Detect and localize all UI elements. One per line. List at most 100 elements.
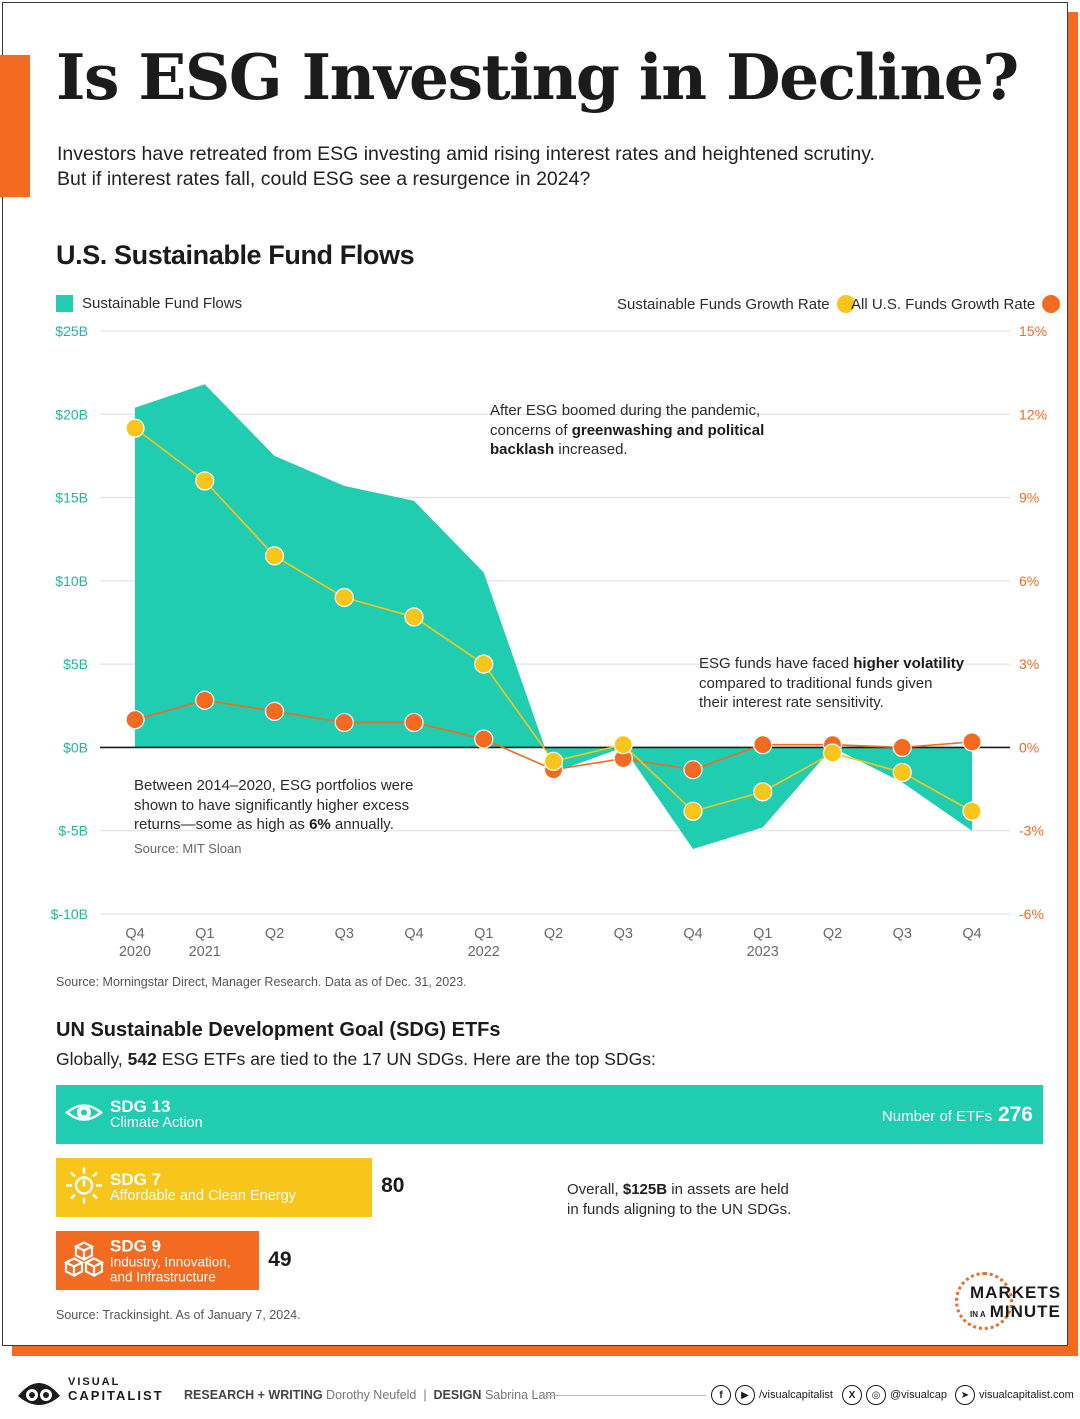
all-funds-point [683,760,703,780]
sustainable-growth-point [962,801,982,821]
annotation-bold: backlash [490,441,555,458]
facebook-icon[interactable]: f [711,1385,731,1405]
annotation-bold: higher volatility [853,655,965,672]
fund-flows-title: U.S. Sustainable Fund Flows [56,240,415,270]
annotation-volatility-line-1: ESG funds have faced higher volatility [699,654,999,674]
left-axis-tick-label: $20B [55,406,88,422]
annotation-excess-returns: Between 2014–2020, ESG portfolios were s… [134,776,434,858]
x-tick-label: Q1 [195,926,214,942]
sun-power-icon [64,1165,104,1210]
right-axis-tick-label: 15% [1019,323,1047,339]
youtube-icon[interactable]: ▶ [735,1385,755,1405]
annotation-greenwashing-line-3: backlash increased. [490,440,790,460]
sdg-title: UN Sustainable Development Goal (SDG) ET… [56,1019,501,1041]
credits-label-design: DESIGN [433,1388,482,1402]
subtitle: Investors have retreated from ESG invest… [57,142,875,192]
overall-line-1: Overall, $125B in assets are held [567,1180,791,1200]
annotation-bold: 6% [309,816,331,833]
left-axis-tick-label: $-5B [58,823,88,839]
all-funds-point [404,712,424,733]
credits-name-design: Sabrina Lam [484,1388,556,1402]
page-title: Is ESG Investing in Decline? [56,40,1019,114]
sustainable-growth-point [474,654,494,674]
overall-line-2: in funds aligning to the UN SDGs. [567,1201,792,1218]
markets-in-a-minute-logo: MARKETS IN A MINUTE [955,1272,1060,1332]
left-axis-tick-label: $5B [63,656,88,672]
overall-text: Overall, [567,1181,623,1198]
x-tick-label-year: 2021 [189,944,221,960]
mim-line-2-text: MINUTE [989,1302,1061,1321]
annotation-text: returns—some as high as [134,816,310,833]
sustainable-growth-point [125,418,145,438]
overall-assets-note: Overall, $125B in assets are held in fun… [567,1180,791,1220]
all-funds-point [962,732,982,752]
x-tick-label-year: 2020 [119,944,151,960]
sdg-13-bar: SDG 13 Climate Action Number of ETFs 276 [56,1085,1043,1144]
social-website[interactable]: ➤ visualcapitalist.com [955,1385,1074,1405]
all-funds-point [474,729,494,749]
social-handle-3[interactable]: visualcapitalist.com [979,1389,1074,1401]
x-tick-label: Q4 [125,926,144,942]
credits-label-research: RESEARCH + WRITING [184,1388,323,1402]
credits-separator: | [423,1388,427,1402]
left-axis-tick-label: $15B [55,490,88,506]
x-tick-label: Q2 [823,926,842,942]
all-funds-point [195,690,215,710]
all-funds-point [264,701,285,721]
x-icon[interactable]: X [842,1385,862,1405]
annotation-text: increased. [554,441,628,458]
social-x-instagram[interactable]: X ◎ @visualcap [842,1385,947,1405]
social-facebook-youtube[interactable]: f ▶ /visualcapitalist [711,1385,833,1405]
visual-capitalist-wordmark: VISUAL CAPITALIST [68,1376,164,1402]
x-tick-label: Q3 [335,926,354,942]
annotation-returns-line-2: shown to have significantly higher exces… [134,796,410,814]
cursor-icon[interactable]: ➤ [955,1385,975,1405]
sdg-13-value: 276 [997,1102,1033,1126]
vc-line-1: VISUAL [68,1376,121,1388]
sdg-9-value: 49 [268,1248,292,1271]
instagram-icon[interactable]: ◎ [866,1385,886,1405]
mim-ring [955,1272,1013,1330]
sdg-9-name: SDG 9 Industry, Innovation, and Infrastr… [110,1237,231,1284]
chart-source: Source: Morningstar Direct, Manager Rese… [56,975,467,989]
sdg-intro-text: ESG ETFs are tied to the 17 UN SDGs. Her… [156,1049,656,1069]
left-axis-tick-label: $0B [63,739,88,755]
annotation-text: ESG funds have faced [699,655,854,672]
sdg-7-label: Affordable and Clean Energy [110,1187,296,1204]
sustainable-fund-flows-area [135,384,972,850]
sdg-13-name: SDG 13 Climate Action [110,1098,203,1132]
sustainable-growth-point [613,735,633,755]
legend-flows-label: Sustainable Fund Flows [82,295,243,312]
annotation-volatility: ESG funds have faced higher volatility c… [699,654,999,713]
x-tick-label: Q3 [893,926,912,942]
subtitle-line-1: Investors have retreated from ESG invest… [57,143,875,165]
sdg-source: Source: Trackinsight. As of January 7, 2… [56,1308,301,1322]
sdg-7-name: SDG 7 Affordable and Clean Energy [110,1171,296,1205]
sustainable-growth-point [753,782,773,802]
credits-name-research: Dorothy Neufeld [326,1388,417,1402]
number-of-etfs-label: Number of ETFs [881,1107,992,1125]
right-axis-tick-label: -3% [1019,823,1044,839]
annotation-bold: greenwashing and political [571,421,765,439]
sdg-7-code: SDG 7 [110,1169,162,1189]
sdg-9-label-line-1: Industry, Innovation, [110,1254,231,1269]
sustainable-growth-point [334,587,354,608]
annotation-volatility-line-3: their interest rate sensitivity. [699,694,884,711]
annotation-greenwashing: After ESG boomed during the pandemic, co… [490,401,790,460]
x-tick-label: Q4 [404,926,423,942]
footer-divider [543,1395,706,1396]
right-axis-tick-label: 12% [1019,406,1047,422]
legend-all-growth-label: All U.S. Funds Growth Rate [851,295,1036,313]
footer: VISUAL CAPITALIST RESEARCH + WRITING Dor… [0,1370,1080,1419]
annotation-greenwashing-line-1: After ESG boomed during the pandemic, [490,402,761,419]
sdg-13-label: Climate Action [110,1114,203,1131]
visual-capitalist-logo-icon [18,1383,60,1405]
all-funds-point [753,735,773,755]
sdg-13-value-box: Number of ETFs 276 [882,1103,1033,1127]
annotation-source: Source: MIT Sloan [134,840,242,856]
x-tick-label: Q1 [474,926,493,942]
social-handle-1[interactable]: /visualcapitalist [759,1389,833,1401]
left-axis-tick-label: $25B [55,323,88,339]
social-handle-2[interactable]: @visualcap [890,1389,948,1401]
legend-orange-dot [1042,295,1061,313]
